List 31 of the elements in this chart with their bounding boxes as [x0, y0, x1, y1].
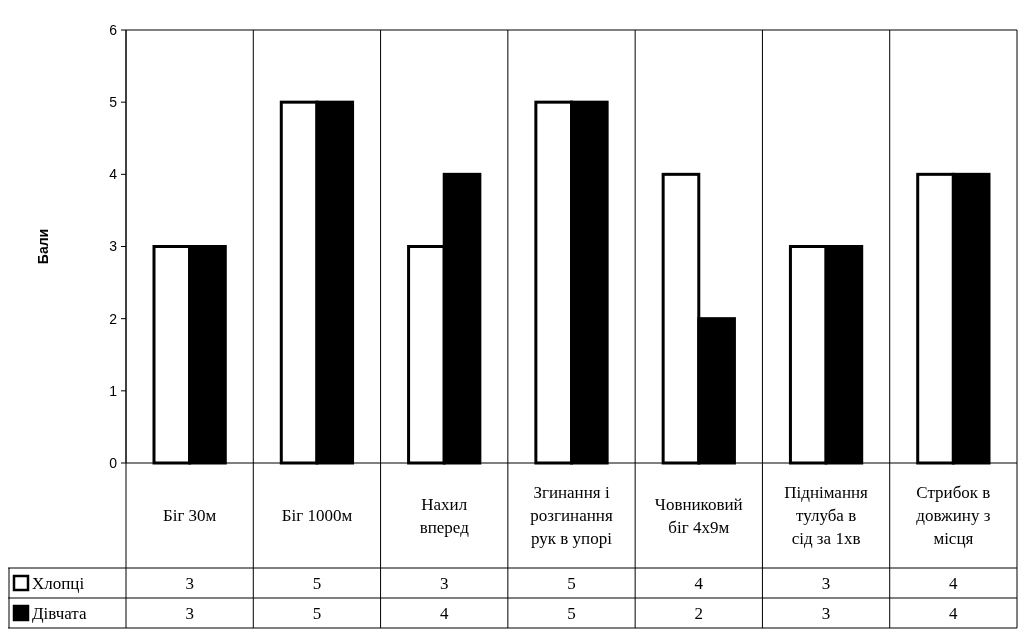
data-label: 3 — [439, 573, 449, 593]
data-label: 5 — [312, 603, 322, 623]
x-tick-label: Стрибок в довжину з місця — [916, 483, 991, 549]
x-tick-label: Нахил вперед — [419, 494, 470, 537]
data-label: 5 — [312, 573, 322, 593]
data-label: 4 — [949, 573, 959, 593]
y-tick-label: 3 — [109, 238, 118, 255]
data-label: 3 — [821, 573, 831, 593]
data-label: 4 — [694, 573, 704, 593]
x-tick-label: Біг 1000м — [281, 506, 353, 526]
y-tick-label: 2 — [109, 310, 118, 327]
y-tick-label: 5 — [109, 94, 118, 111]
y-tick-label: 6 — [109, 21, 118, 38]
x-tick-label: Згинання і розгинання рук в упорі — [530, 483, 613, 549]
x-tick-label: Піднімання тулуба в сід за 1хв — [784, 483, 869, 549]
x-tick-label: Човниковий біг 4х9м — [654, 494, 743, 537]
data-label: 5 — [567, 603, 576, 623]
x-tick-label: Біг 30м — [162, 506, 217, 526]
data-label: 3 — [185, 603, 194, 623]
legend-label: Дівчата — [32, 603, 87, 623]
data-label: 5 — [567, 573, 576, 593]
data-label: 4 — [439, 603, 449, 623]
legend-label: Хлопці — [32, 573, 85, 593]
y-tick-label: 1 — [109, 382, 118, 399]
y-tick-label: 0 — [109, 454, 118, 471]
data-label: 3 — [185, 573, 194, 593]
y-tick-label: 4 — [109, 166, 118, 183]
data-label: 3 — [821, 603, 831, 623]
y-axis-title: Бали — [35, 228, 51, 265]
data-label: 2 — [694, 603, 704, 623]
data-label: 4 — [949, 603, 959, 623]
